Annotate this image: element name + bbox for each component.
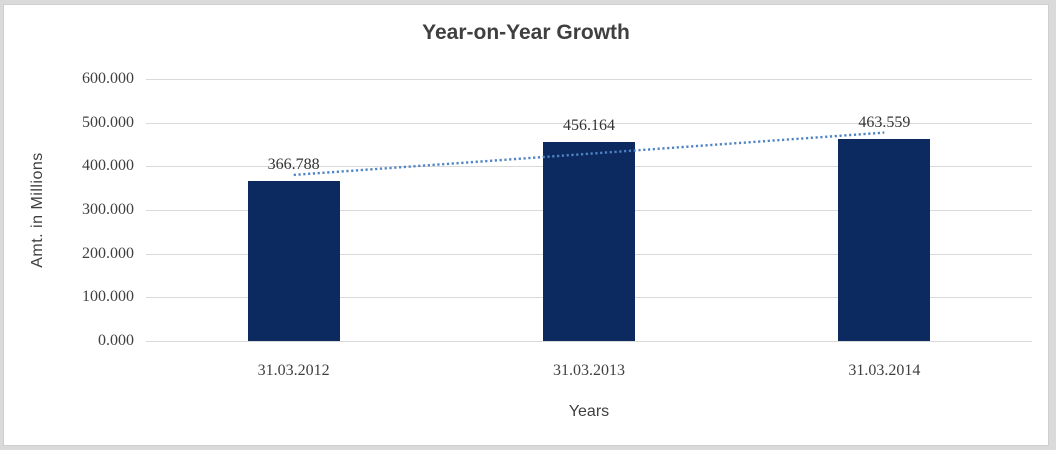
bar xyxy=(542,141,635,341)
gridline xyxy=(146,122,1032,124)
x-axis-title: Years xyxy=(568,403,610,420)
gridline xyxy=(146,341,1032,342)
bar xyxy=(838,138,931,341)
y-tick-label: 500.000 xyxy=(82,113,134,131)
gridline xyxy=(146,79,1032,80)
bar-group: 463.559 xyxy=(737,79,1032,341)
bar-group: 456.164 xyxy=(441,79,736,341)
y-tick-label: 400.000 xyxy=(82,157,134,175)
x-tick-label: 31.03.2012 xyxy=(257,362,330,379)
x-axis-tick-labels: 31.03.2012 31.03.2013 31.03.2014 xyxy=(146,362,1032,380)
bar-series: 366.788 456.164 463.559 xyxy=(146,79,1032,341)
bar-group: 366.788 xyxy=(146,79,441,341)
y-tick-label: 300.000 xyxy=(82,201,134,218)
y-tick-label: 200.000 xyxy=(82,244,134,262)
plot-area: 366.788 456.164 463.559 xyxy=(146,79,1032,342)
bar-value-label: 456.164 xyxy=(562,116,615,134)
chart-title: Year-on-Year Growth xyxy=(422,21,630,44)
y-tick-label: 600.000 xyxy=(82,70,134,87)
y-tick-label: 100.000 xyxy=(82,288,134,306)
bar xyxy=(247,180,340,341)
bar-value-label: 463.559 xyxy=(858,113,911,131)
y-axis-tick-labels: 600.000 500.000 400.000 300.000 200.000 … xyxy=(44,70,134,349)
chart-panel: Year-on-Year Growth Amt. in Millions 600… xyxy=(3,4,1049,446)
bar-value-label: 366.788 xyxy=(267,155,320,173)
x-tick-label: 31.03.2014 xyxy=(848,362,921,379)
x-tick-label: 31.03.2013 xyxy=(552,362,625,379)
y-tick-label: 0.000 xyxy=(98,332,134,349)
